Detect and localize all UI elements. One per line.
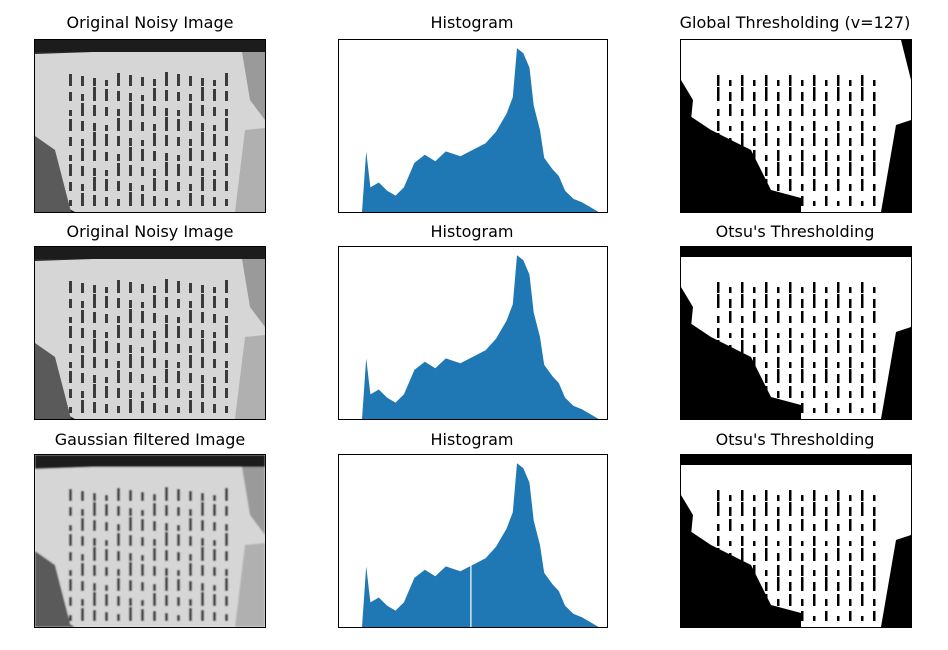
- binary-image-svg: [681, 455, 911, 627]
- title-histogram-3: Histogram: [430, 430, 514, 449]
- otsu-threshold-image-1: [680, 246, 912, 420]
- histogram-svg: [339, 455, 607, 627]
- gaussian-filtered-image: [34, 454, 266, 628]
- histogram-bars: [339, 255, 607, 419]
- title-gaussian-filtered: Gaussian filtered Image: [54, 430, 246, 449]
- title-otsu-threshold-1: Otsu's Thresholding: [715, 222, 875, 241]
- original-noisy-image-2: [34, 246, 266, 420]
- otsu-threshold-image-2: [680, 454, 912, 628]
- global-threshold-image: [680, 39, 912, 213]
- title-histogram-2: Histogram: [430, 222, 514, 241]
- title-otsu-threshold-2: Otsu's Thresholding: [715, 430, 875, 449]
- histogram-plot-1: [338, 39, 608, 213]
- histogram-bars: [339, 48, 607, 212]
- receipt-photo-svg: [35, 455, 265, 627]
- original-noisy-image-1: [34, 39, 266, 213]
- receipt-photo-svg: [35, 247, 265, 419]
- binary-image-svg: [681, 247, 911, 419]
- histogram-bars: [339, 463, 607, 627]
- histogram-plot-2: [338, 246, 608, 420]
- histogram-svg: [339, 48, 607, 212]
- title-original-noisy-2: Original Noisy Image: [66, 222, 234, 241]
- histogram-plot-3: [338, 454, 608, 628]
- binary-image-svg: [681, 40, 911, 212]
- title-original-noisy-1: Original Noisy Image: [66, 13, 234, 32]
- histogram-svg: [339, 255, 607, 419]
- receipt-photo-svg: [35, 40, 265, 212]
- title-histogram-1: Histogram: [430, 13, 514, 32]
- title-global-threshold: Global Thresholding (v=127): [679, 13, 911, 32]
